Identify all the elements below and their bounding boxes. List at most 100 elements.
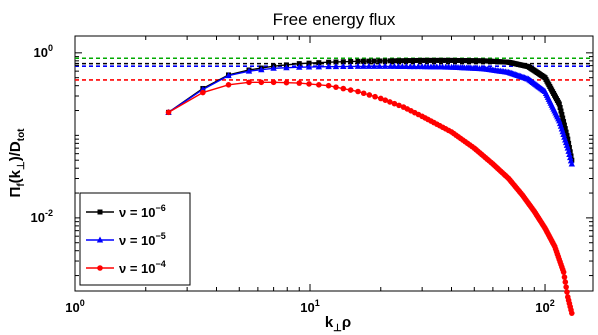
data-point [396, 102, 402, 109]
data-point [387, 58, 393, 64]
legend-marker-1 [96, 236, 104, 243]
series-2 [165, 79, 575, 316]
x-axis-label: k⊥ρ [325, 314, 351, 334]
data-point [443, 57, 449, 63]
data-point [246, 79, 252, 86]
data-point [564, 289, 570, 295]
data-point [347, 62, 354, 69]
data-point [325, 82, 332, 89]
data-point [376, 62, 383, 69]
data-point [382, 97, 389, 103]
x-tick-label: 102 [535, 298, 554, 315]
data-point [431, 57, 437, 63]
data-point [561, 122, 567, 128]
data-point [306, 60, 312, 66]
y-axis-label: Πf(k⊥)/Dtot [7, 128, 27, 198]
data-point [563, 284, 569, 290]
data-point [258, 66, 265, 73]
y-tick-label: 100 [34, 43, 53, 60]
data-point [557, 105, 563, 111]
data-point [411, 58, 417, 64]
data-point [403, 58, 409, 64]
data-point [415, 57, 421, 63]
data-point [366, 92, 373, 98]
data-point [391, 58, 397, 64]
data-point [258, 79, 265, 86]
data-point [371, 62, 378, 69]
data-point [225, 72, 232, 79]
data-point [556, 101, 562, 107]
data-point [564, 133, 570, 139]
data-point [558, 108, 564, 114]
y-tick-label: 10-2 [31, 208, 53, 225]
data-point [306, 81, 312, 87]
legend-label-2: ν = 10−4 [119, 259, 166, 276]
data-point [428, 57, 434, 63]
data-point [566, 150, 573, 157]
data-point [565, 136, 571, 142]
data-point [340, 85, 347, 92]
data-point [360, 90, 367, 97]
data-point [425, 57, 431, 63]
data-point [419, 57, 425, 63]
data-point [340, 63, 347, 70]
data-point [566, 140, 572, 146]
series-layer [165, 57, 576, 316]
data-point [377, 58, 383, 64]
data-point [446, 57, 452, 63]
data-point [560, 115, 566, 121]
data-point [567, 154, 574, 161]
data-point [270, 64, 277, 71]
data-point [568, 160, 576, 167]
data-point [296, 61, 302, 67]
data-point [559, 112, 565, 118]
legend-marker-2 [97, 265, 103, 271]
legend: ν = 10−6 ν = 10−5 ν = 10−4 [79, 192, 191, 286]
data-point [165, 109, 172, 116]
data-point [225, 81, 232, 88]
data-point [399, 58, 405, 64]
data-point [315, 63, 323, 70]
data-point [354, 62, 362, 69]
data-point [395, 58, 401, 64]
data-point [377, 95, 384, 102]
data-point [332, 63, 340, 70]
data-point [316, 60, 322, 66]
legend-label-1: ν = 10−5 [119, 231, 166, 248]
data-point [283, 64, 290, 71]
data-point [305, 63, 313, 70]
data-point [562, 126, 568, 132]
legend-marker-0 [97, 209, 103, 215]
data-point [564, 144, 572, 151]
data-point [381, 62, 389, 69]
data-point [347, 87, 354, 93]
data-point [407, 58, 413, 64]
data-point [245, 67, 253, 74]
data-point [340, 59, 346, 65]
data-point [355, 58, 361, 64]
data-point [440, 57, 446, 63]
data-point [561, 119, 567, 125]
data-point [391, 100, 398, 107]
data-point [360, 62, 367, 69]
data-point [333, 84, 339, 90]
data-point [360, 58, 366, 64]
data-point [333, 59, 339, 65]
data-point [437, 57, 443, 63]
data-point [366, 58, 372, 64]
data-point [316, 82, 322, 88]
data-point [567, 157, 575, 164]
data-point [355, 88, 361, 95]
data-point [326, 59, 332, 65]
data-point [569, 310, 575, 316]
data-point [283, 79, 290, 86]
data-point [560, 269, 567, 275]
x-tick-label: 100 [65, 298, 84, 315]
data-point [200, 89, 206, 96]
data-point [387, 99, 393, 105]
data-point [565, 147, 572, 154]
data-point [296, 80, 303, 86]
data-point [563, 129, 569, 135]
data-point [296, 63, 303, 70]
